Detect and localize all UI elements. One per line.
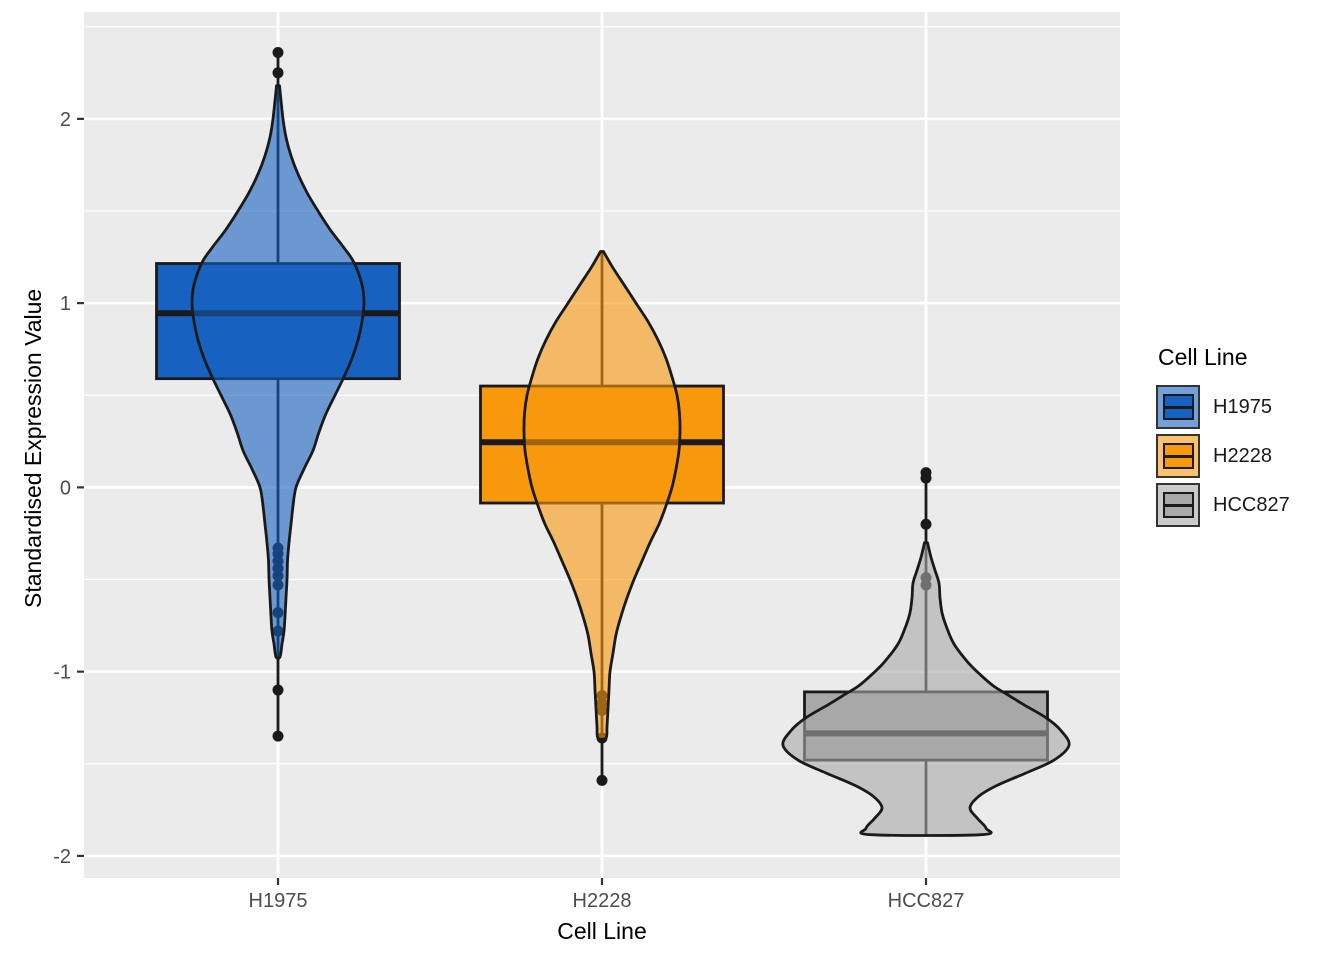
outlier-dot	[920, 472, 932, 484]
group-H1975	[155, 47, 401, 742]
y-tick-label: -1	[53, 662, 71, 684]
legend-entry-label: HCC827	[1213, 493, 1290, 516]
group-H2228	[479, 250, 725, 786]
legend-entry-HCC827: HCC827	[1156, 483, 1290, 527]
y-axis-title: Standardised Expression Value	[20, 288, 46, 608]
legend-entry-H2228: H2228	[1156, 434, 1290, 478]
x-tick-label: H1975	[249, 890, 308, 912]
y-tick-label: 1	[60, 293, 71, 315]
outlier-dot	[272, 684, 284, 696]
legend-entry-label: H2228	[1213, 444, 1272, 467]
legend-entry-H1975: H1975	[1156, 385, 1290, 429]
outlier-dot	[596, 774, 608, 786]
legend-key-box	[1162, 443, 1194, 469]
y-tick-label: 0	[60, 477, 71, 499]
legend-key-icon	[1156, 434, 1200, 478]
legend-key-median	[1164, 454, 1192, 458]
y-tick-label: 2	[60, 109, 71, 131]
legend-key-median	[1164, 503, 1192, 507]
legend-entries: H1975 H2228 HCC827	[1156, 385, 1290, 527]
x-tick-label: H2228	[573, 890, 632, 912]
legend: Cell Line H1975 H2228 HCC827	[1156, 344, 1290, 532]
outlier-dot	[272, 67, 284, 79]
legend-key-icon	[1156, 483, 1200, 527]
group-HCC827	[781, 467, 1071, 837]
violin-H1975	[190, 84, 366, 660]
legend-title: Cell Line	[1158, 344, 1248, 370]
x-axis-title: Cell Line	[557, 918, 647, 944]
legend-key-icon	[1156, 385, 1200, 429]
axis-ticks: 2 1 0 -1 -2 H1975 H2228 HCC827	[53, 109, 964, 912]
legend-key-box	[1162, 492, 1194, 518]
legend-key-box	[1162, 394, 1194, 420]
x-tick-label: HCC827	[888, 890, 965, 912]
outlier-dot	[272, 47, 284, 59]
y-tick-label: -2	[53, 846, 71, 868]
legend-key-median	[1164, 405, 1192, 409]
outlier-dot	[920, 518, 932, 530]
violin-HCC827	[781, 541, 1071, 837]
legend-entry-label: H1975	[1213, 395, 1272, 418]
violin-H2228	[522, 250, 682, 741]
outlier-dot	[272, 730, 284, 742]
